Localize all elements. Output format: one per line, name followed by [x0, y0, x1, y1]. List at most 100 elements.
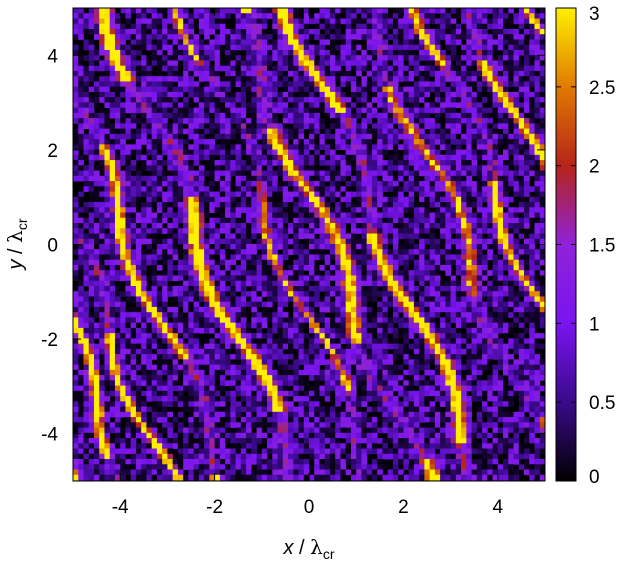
heatmap-cell [256, 312, 263, 318]
heatmap-cell [130, 28, 137, 35]
heatmap-cell [361, 44, 368, 51]
heatmap-cell [282, 228, 289, 234]
heatmap-cell [487, 102, 493, 109]
heatmap-cell [518, 18, 525, 25]
heatmap-cell [539, 202, 546, 208]
heatmap-cell [340, 34, 347, 40]
heatmap-cell [277, 44, 284, 51]
heatmap-cell [518, 202, 525, 208]
heatmap-cell [408, 91, 415, 98]
heatmap-cell [88, 202, 95, 208]
heatmap-cell [130, 128, 137, 135]
heatmap-cell [461, 181, 467, 187]
heatmap-cell [482, 8, 488, 14]
heatmap-cell [277, 65, 284, 72]
heatmap-cell [340, 238, 347, 245]
heatmap-cell [408, 160, 415, 166]
heatmap-cell [261, 285, 268, 292]
heatmap-cell [130, 181, 137, 187]
heatmap-cell [151, 233, 158, 240]
heatmap-cell [277, 165, 284, 171]
heatmap-cell [272, 139, 278, 145]
heatmap-cell [230, 165, 236, 171]
heatmap-cell [146, 233, 153, 240]
heatmap-cell [256, 123, 263, 130]
heatmap-cell [345, 91, 352, 98]
heatmap-cell [445, 65, 451, 72]
heatmap-cell [335, 13, 341, 19]
heatmap-cell [482, 65, 488, 72]
heatmap-cell [167, 81, 174, 88]
heatmap-cell [392, 306, 399, 313]
heatmap-cell [403, 233, 410, 240]
heatmap-cell [125, 186, 132, 192]
heatmap-cell [492, 76, 499, 82]
heatmap-cell [298, 102, 305, 109]
heatmap-cell [293, 212, 299, 219]
heatmap-cell [156, 144, 163, 150]
heatmap-cell [83, 102, 90, 109]
heatmap-cell [340, 296, 347, 303]
heatmap-cell [371, 207, 378, 213]
heatmap-cell [73, 49, 79, 56]
heatmap-cell [151, 291, 158, 297]
heatmap-cell [487, 217, 493, 224]
heatmap-cell [156, 291, 163, 297]
heatmap-cell [177, 13, 184, 19]
heatmap-cell [251, 144, 257, 150]
heatmap-cell [487, 39, 493, 46]
heatmap-cell [413, 259, 420, 266]
heatmap-cell [476, 264, 483, 271]
heatmap-cell [303, 238, 310, 245]
heatmap-cell [377, 202, 383, 208]
heatmap-cell [377, 264, 383, 271]
heatmap-cell [246, 181, 252, 187]
heatmap-cell [461, 139, 467, 145]
heatmap-cell [392, 165, 399, 171]
heatmap-cell [324, 280, 331, 287]
heatmap-cell [209, 244, 215, 250]
heatmap-cell [167, 102, 174, 109]
heatmap-cell [177, 186, 184, 192]
heatmap-cell [256, 70, 263, 77]
heatmap-cell [272, 133, 278, 140]
heatmap-cell [450, 8, 457, 14]
heatmap-cell [219, 291, 226, 297]
heatmap-cell [109, 312, 116, 318]
heatmap-cell [246, 8, 252, 14]
heatmap-cell [214, 228, 221, 234]
heatmap-cell [193, 306, 200, 313]
heatmap-cell [219, 107, 226, 114]
heatmap-cell [78, 18, 84, 25]
heatmap-cell [193, 170, 200, 177]
heatmap-cell [99, 144, 105, 150]
heatmap-cell [487, 186, 493, 192]
heatmap-cell [392, 34, 399, 40]
heatmap-cell [314, 107, 320, 114]
heatmap-cell [135, 249, 142, 255]
heatmap-cell [513, 280, 520, 287]
heatmap-cell [440, 97, 446, 103]
heatmap-cell [392, 128, 399, 135]
heatmap-cell [204, 149, 210, 156]
heatmap-cell [235, 128, 242, 135]
heatmap-cell [141, 34, 147, 40]
heatmap-cell [240, 264, 247, 271]
heatmap-cell [450, 128, 457, 135]
heatmap-cell [267, 259, 273, 266]
heatmap-cell [151, 65, 158, 72]
heatmap-cell [366, 191, 373, 198]
heatmap-cell [88, 123, 95, 130]
heatmap-cell [172, 202, 179, 208]
heatmap-cell [377, 39, 383, 46]
heatmap-cell [151, 154, 158, 161]
heatmap-cell [240, 306, 247, 313]
heatmap-cell [256, 44, 263, 51]
heatmap-cell [183, 202, 189, 208]
heatmap-cell [88, 228, 95, 234]
heatmap-cell [471, 65, 478, 72]
heatmap-cell [455, 102, 462, 109]
heatmap-cell [366, 107, 373, 114]
heatmap-cell [513, 186, 520, 192]
heatmap-cell [335, 86, 341, 93]
